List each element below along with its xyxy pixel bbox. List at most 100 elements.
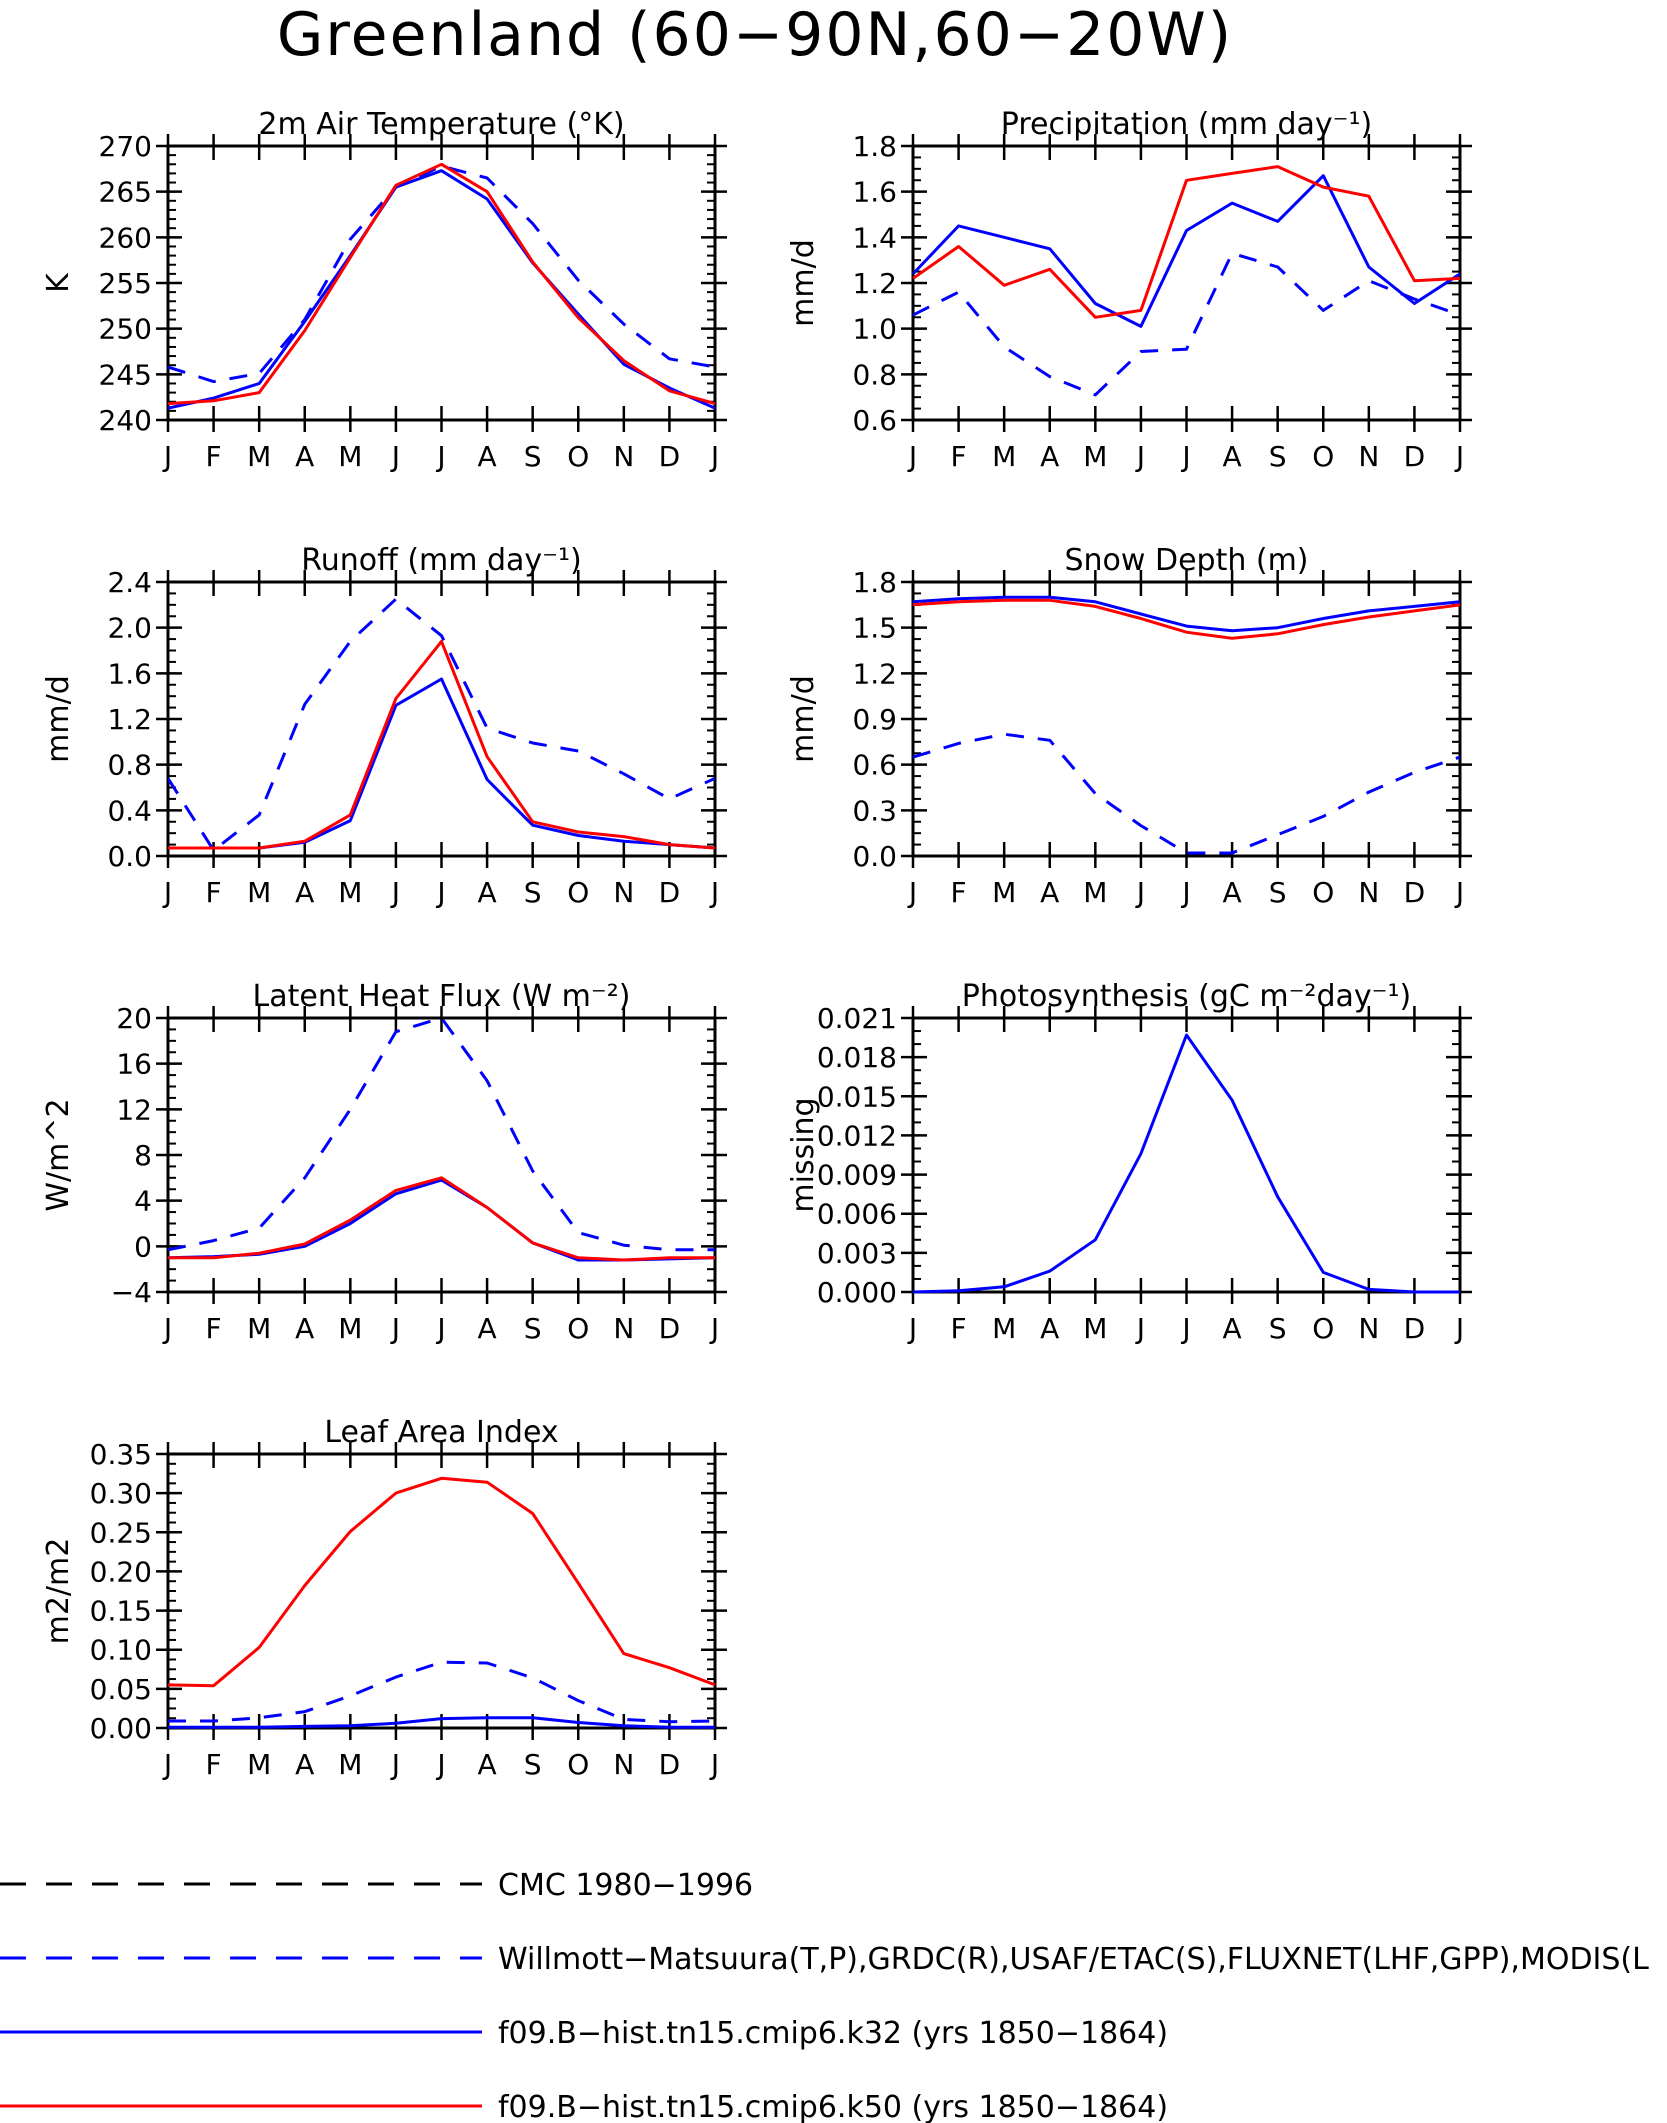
legend: CMC 1980−1996 Willmott−Matsuura(T,P),GRDC… bbox=[0, 1868, 1649, 2123]
x-tick-label: J bbox=[709, 1312, 719, 1345]
x-tick-label: A bbox=[295, 440, 314, 473]
series-line-k32 bbox=[168, 169, 715, 410]
y-axis-label: mm/d bbox=[786, 239, 821, 327]
x-tick-label: J bbox=[1135, 876, 1145, 909]
x-tick-label: M bbox=[338, 1748, 362, 1781]
x-tick-label: M bbox=[247, 1748, 271, 1781]
x-tick-label: N bbox=[1358, 876, 1379, 909]
y-tick-label: 2.4 bbox=[107, 566, 152, 599]
plot-frame bbox=[166, 580, 717, 858]
y-tick-label: −4 bbox=[111, 1276, 152, 1309]
x-tick-label: J bbox=[1135, 1312, 1145, 1345]
x-tick-label: J bbox=[1180, 440, 1190, 473]
x-tick-label: J bbox=[162, 1312, 172, 1345]
panel-precipitation-mm-day: 0.60.81.01.21.41.61.8J F M A M J J A S O N D JPrecip… bbox=[786, 107, 1472, 473]
y-tick-label: 2.0 bbox=[107, 612, 152, 645]
y-tick-label: 0.018 bbox=[817, 1041, 897, 1074]
panel-title: Snow Depth (m) bbox=[1064, 543, 1308, 578]
x-tick-label: D bbox=[1404, 1312, 1426, 1345]
series-line-obs bbox=[913, 251, 1460, 397]
x-tick-label: J bbox=[162, 440, 172, 473]
y-tick-label: 0.0 bbox=[107, 840, 152, 873]
x-tick-label: J bbox=[162, 1748, 172, 1781]
y-tick-label: 0.006 bbox=[817, 1198, 897, 1231]
y-tick-label: 265 bbox=[99, 176, 152, 209]
y-tick-label: 250 bbox=[99, 313, 152, 346]
plot-frame bbox=[166, 1016, 717, 1294]
x-tick-label: S bbox=[524, 440, 542, 473]
y-tick-label: 1.5 bbox=[852, 612, 897, 645]
y-tick-label: 0.6 bbox=[852, 404, 897, 437]
x-tick-label: S bbox=[1269, 440, 1287, 473]
x-tick-label: N bbox=[1358, 440, 1379, 473]
x-tick-label: A bbox=[1223, 440, 1242, 473]
y-tick-label: 0.000 bbox=[817, 1276, 897, 1309]
y-tick-label: 1.6 bbox=[852, 176, 897, 209]
series-line-obs bbox=[168, 597, 715, 852]
x-tick-label: M bbox=[1083, 1312, 1107, 1345]
y-tick-label: 1.8 bbox=[852, 130, 897, 163]
x-tick-label: M bbox=[1083, 876, 1107, 909]
y-tick-label: 4 bbox=[134, 1185, 152, 1218]
x-tick-label: M bbox=[338, 1312, 362, 1345]
x-tick-label: S bbox=[1269, 1312, 1287, 1345]
series-line-k50 bbox=[913, 598, 1460, 640]
plot-frame bbox=[166, 1452, 717, 1730]
series-line-k32 bbox=[168, 1716, 715, 1729]
series-line-k50 bbox=[168, 1176, 715, 1262]
x-tick-label: A bbox=[478, 440, 497, 473]
x-tick-label: F bbox=[951, 440, 967, 473]
x-tick-label: F bbox=[951, 876, 967, 909]
x-tick-label: J bbox=[1135, 440, 1145, 473]
x-tick-label: J bbox=[435, 876, 445, 909]
x-tick-label: D bbox=[1404, 876, 1426, 909]
x-tick-label: D bbox=[1404, 440, 1426, 473]
x-tick-label: A bbox=[1040, 1312, 1059, 1345]
y-tick-label: 0.021 bbox=[817, 1002, 897, 1035]
plot-frame bbox=[166, 144, 717, 422]
series-line-k32 bbox=[913, 1033, 1460, 1294]
x-tick-label: A bbox=[478, 1748, 497, 1781]
x-tick-label: J bbox=[435, 1748, 445, 1781]
x-tick-label: D bbox=[659, 1748, 681, 1781]
y-tick-label: 0.10 bbox=[90, 1634, 152, 1667]
y-axis-label: K bbox=[41, 272, 76, 293]
y-tick-label: 1.8 bbox=[852, 566, 897, 599]
x-tick-label: M bbox=[992, 440, 1016, 473]
x-tick-label: J bbox=[709, 1748, 719, 1781]
series-line-k32 bbox=[913, 174, 1460, 328]
y-tick-label: 270 bbox=[99, 130, 152, 163]
x-tick-label: A bbox=[1223, 1312, 1242, 1345]
series-line-k50 bbox=[168, 162, 715, 406]
panel-title: Precipitation (mm day⁻¹) bbox=[1001, 107, 1372, 142]
y-tick-label: 0.0 bbox=[852, 840, 897, 873]
x-tick-label: F bbox=[206, 440, 222, 473]
x-tick-label: S bbox=[1269, 876, 1287, 909]
legend-label: CMC 1980−1996 bbox=[498, 1868, 753, 1903]
panel-title: Latent Heat Flux (W m⁻²) bbox=[253, 979, 631, 1014]
y-axis-label: mm/d bbox=[41, 675, 76, 763]
y-tick-label: 0.3 bbox=[852, 794, 897, 827]
x-tick-label: N bbox=[613, 440, 634, 473]
x-tick-label: F bbox=[206, 876, 222, 909]
x-tick-label: S bbox=[524, 1748, 542, 1781]
x-tick-label: F bbox=[206, 1748, 222, 1781]
x-tick-label: A bbox=[295, 1312, 314, 1345]
y-axis-label: missing bbox=[786, 1097, 821, 1212]
x-tick-label: N bbox=[613, 876, 634, 909]
y-tick-label: 0.00 bbox=[90, 1712, 152, 1745]
x-tick-label: A bbox=[478, 876, 497, 909]
x-tick-label: J bbox=[162, 876, 172, 909]
x-tick-label: F bbox=[206, 1312, 222, 1345]
x-tick-label: J bbox=[709, 440, 719, 473]
y-tick-label: 0.8 bbox=[852, 358, 897, 391]
panel-leaf-area-index: 0.000.050.100.150.200.250.300.35J F M A M J J A… bbox=[41, 1415, 727, 1781]
y-tick-label: 0.05 bbox=[90, 1673, 152, 1706]
y-tick-label: 255 bbox=[99, 267, 152, 300]
y-axis-label: mm/d bbox=[786, 675, 821, 763]
x-tick-label: J bbox=[907, 876, 917, 909]
y-tick-label: 1.0 bbox=[852, 313, 897, 346]
y-tick-label: 16 bbox=[116, 1048, 152, 1081]
x-tick-label: M bbox=[992, 876, 1016, 909]
